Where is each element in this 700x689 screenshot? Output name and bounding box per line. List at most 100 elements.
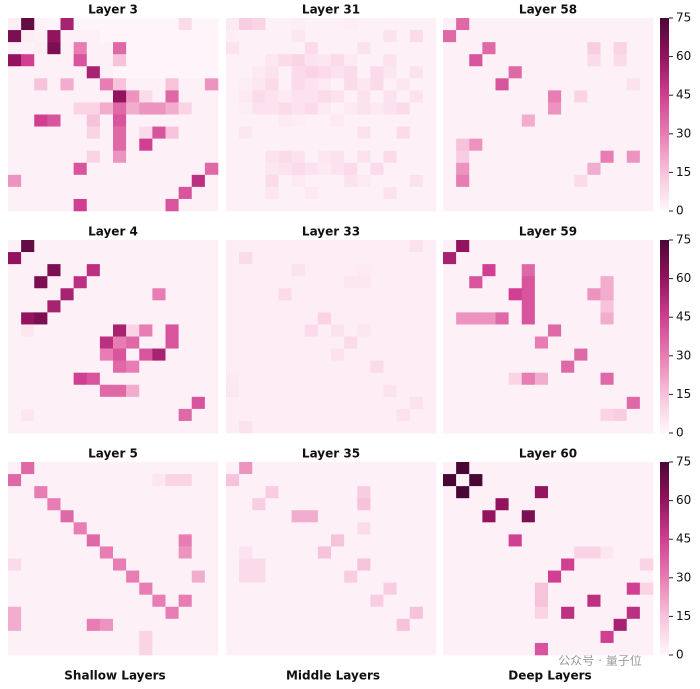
heatmap-cell — [317, 474, 332, 487]
heatmap-cell — [443, 384, 457, 398]
heatmap-cell — [317, 198, 332, 212]
heatmap-cell — [165, 240, 179, 253]
heatmap-cell — [521, 312, 536, 325]
heatmap-cell — [21, 78, 35, 91]
heatmap-cell — [331, 630, 345, 644]
heatmap-cell — [357, 372, 371, 386]
heatmap-cell — [521, 522, 536, 535]
heatmap-cell — [204, 114, 219, 127]
heatmap-cell — [396, 336, 411, 349]
heatmap-cell — [456, 174, 470, 188]
heatmap-cell — [73, 372, 88, 386]
heatmap-cell — [344, 126, 358, 139]
heatmap-cell — [139, 630, 153, 644]
heatmap-cell — [265, 54, 279, 67]
heatmap-cell — [86, 546, 101, 559]
heatmap-cell — [317, 510, 332, 523]
heatmap-cell — [86, 90, 101, 103]
heatmap-cell — [469, 288, 483, 301]
heatmap-cell — [383, 534, 397, 547]
heatmap-cell — [396, 102, 411, 115]
heatmap-cell — [561, 384, 575, 398]
heatmap-cell — [331, 348, 345, 361]
heatmap-cell — [86, 360, 101, 373]
heatmap-cell — [357, 582, 371, 595]
heatmap-cell — [561, 348, 575, 361]
heatmap-cell — [574, 522, 588, 535]
heatmap-cell — [456, 264, 470, 277]
heatmap-cell — [521, 642, 536, 656]
heatmap-cell — [226, 78, 240, 91]
heatmap-cell — [317, 630, 332, 644]
heatmap-cell — [34, 174, 48, 188]
heatmap-cell — [291, 252, 306, 265]
heatmap-cell — [639, 618, 654, 632]
heatmap-cell — [139, 78, 153, 91]
heatmap-cell — [561, 264, 575, 277]
heatmap-cell — [34, 594, 48, 608]
heatmap-cell — [561, 360, 575, 373]
heatmap-cell — [178, 42, 193, 55]
heatmap-cell — [278, 42, 292, 55]
heatmap-cell — [587, 486, 601, 499]
heatmap-cell — [317, 534, 332, 547]
heatmap-cell — [60, 582, 74, 595]
heatmap-cell — [613, 198, 628, 212]
heatmap-cell — [587, 642, 601, 656]
heatmap-cell — [60, 78, 74, 91]
heatmap-cell — [278, 336, 292, 349]
heatmap-cell — [331, 486, 345, 499]
heatmap-cell — [204, 642, 219, 656]
heatmap-cell — [357, 114, 371, 127]
heatmap-cell — [34, 558, 48, 571]
heatmap-cell — [73, 90, 88, 103]
heatmap-cell — [317, 186, 332, 200]
heatmap — [8, 240, 219, 434]
heatmap-cell — [383, 54, 397, 67]
panel-title: Layer 3 — [88, 3, 138, 17]
heatmap-cell — [291, 606, 306, 620]
heatmap-cell — [99, 30, 114, 43]
heatmap-cell — [178, 474, 193, 487]
heatmap-cell — [152, 42, 166, 55]
heatmap-cell — [587, 150, 601, 164]
heatmap-cell — [21, 240, 35, 253]
heatmap-cell — [508, 276, 523, 289]
heatmap-cell — [534, 534, 549, 547]
heatmap-cell — [86, 396, 101, 410]
heatmap-cell — [99, 570, 114, 583]
heatmap-cell — [278, 78, 292, 91]
heatmap-cell — [304, 558, 319, 571]
heatmap-cell — [482, 162, 496, 176]
heatmap-cell — [304, 606, 319, 620]
heatmap-cell — [561, 198, 575, 212]
heatmap-cell — [600, 198, 614, 212]
heatmap-cell — [226, 66, 240, 79]
heatmap-cell — [239, 498, 253, 511]
heatmap-cell — [344, 264, 358, 277]
heatmap-cell — [422, 510, 437, 523]
heatmap-cell — [113, 300, 127, 313]
heatmap-cell — [304, 78, 319, 91]
heatmap-cell — [482, 174, 496, 188]
heatmap-cell — [165, 348, 179, 361]
heatmap-cell — [344, 54, 358, 67]
heatmap-cell — [126, 54, 140, 67]
heatmap-cell — [521, 78, 536, 91]
heatmap-cell — [21, 642, 35, 656]
heatmap-cell — [113, 372, 127, 386]
heatmap-cell — [469, 570, 483, 583]
heatmap-cell — [639, 198, 654, 212]
heatmap-cell — [469, 486, 483, 499]
heatmap-cell — [561, 66, 575, 79]
heatmap-cell — [191, 384, 206, 398]
heatmap-cell — [165, 396, 179, 410]
heatmap-cell — [626, 510, 641, 523]
heatmap-cell — [47, 630, 61, 644]
heatmap-cell — [226, 462, 240, 475]
heatmap-cell — [278, 126, 292, 139]
heatmap-cell — [639, 138, 654, 151]
heatmap-cell — [34, 300, 48, 313]
heatmap-cell — [495, 78, 509, 91]
heatmap-cell — [600, 138, 614, 151]
